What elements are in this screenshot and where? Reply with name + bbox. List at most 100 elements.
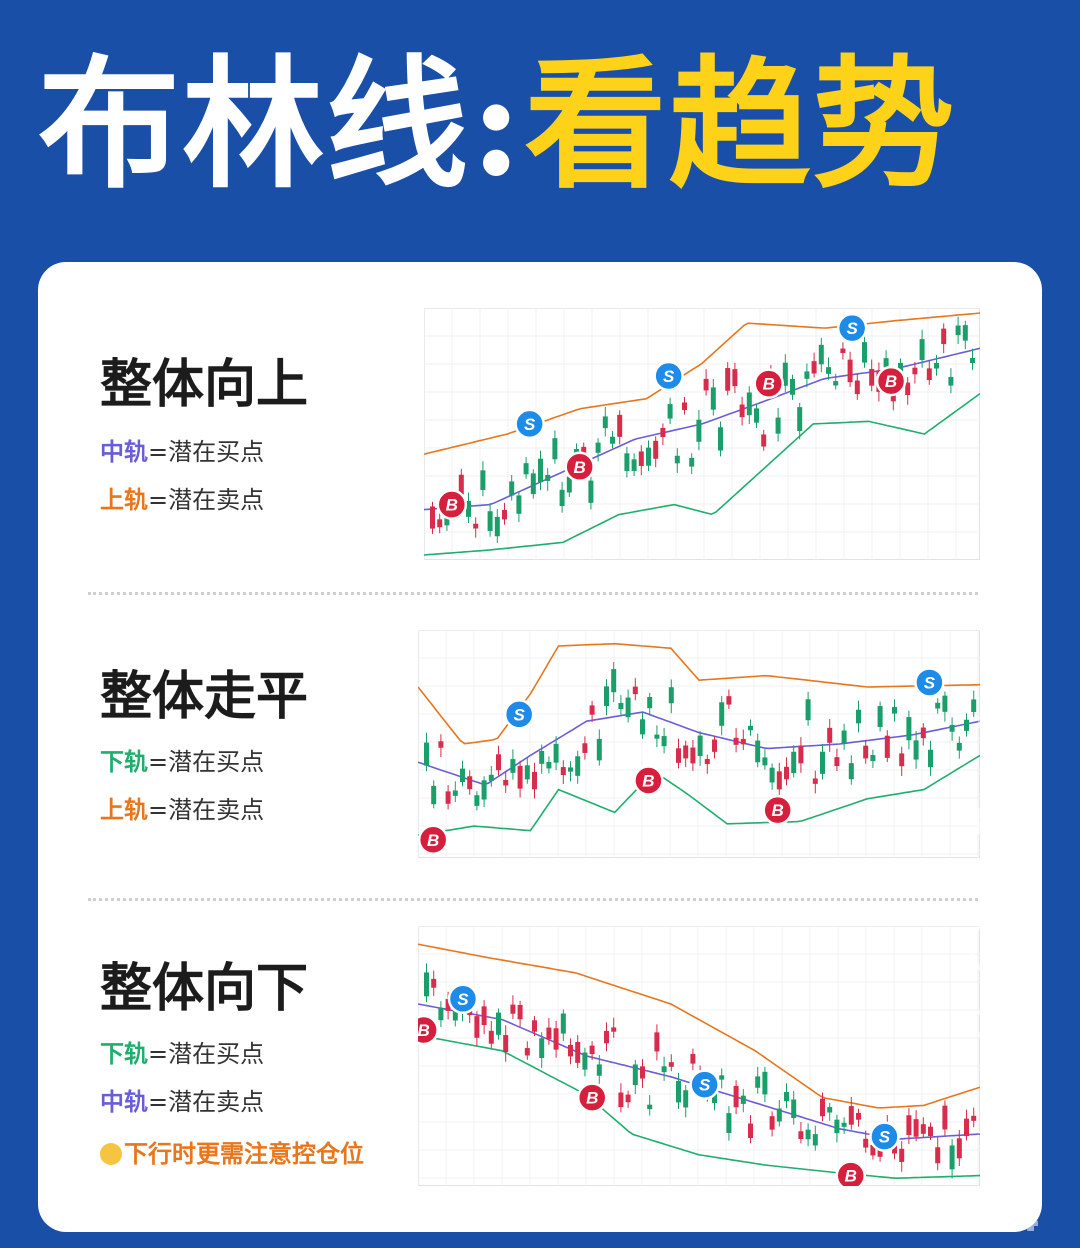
candle-body — [640, 719, 645, 735]
rule-key: 中轨 — [100, 438, 148, 466]
candle-body — [754, 408, 759, 423]
candle-body — [690, 1053, 696, 1064]
buy-marker-label: B — [574, 458, 586, 477]
candle-body — [869, 368, 875, 386]
buy-marker — [418, 1014, 439, 1046]
candle-body — [812, 778, 818, 784]
candle-body — [862, 342, 867, 363]
candle-body — [473, 523, 479, 529]
candle-body — [913, 1119, 919, 1137]
candle-body — [647, 696, 653, 709]
candle-body — [935, 702, 941, 709]
candle-body — [510, 1004, 516, 1014]
candle-body — [654, 734, 660, 739]
candle-body — [847, 359, 853, 383]
candle-body — [509, 481, 515, 496]
candle-body — [877, 706, 883, 728]
candle-body — [848, 1106, 854, 1125]
candle-body — [784, 1092, 789, 1102]
candle-body — [725, 368, 731, 391]
candle-body — [668, 1062, 674, 1067]
candle-body — [762, 1071, 768, 1095]
candle-body — [683, 1090, 689, 1108]
star-icon[interactable]: ☆ — [972, 1102, 1030, 1176]
candle-body — [833, 381, 839, 386]
candle-body — [460, 768, 465, 782]
candle-body — [689, 457, 695, 467]
candle-body — [920, 1124, 926, 1134]
candle-body — [474, 1016, 480, 1038]
candle-body — [625, 1094, 631, 1103]
candle-body — [661, 1066, 667, 1073]
buy-marker-label: B — [586, 1089, 598, 1108]
buy-marker-label: B — [427, 831, 439, 850]
comment-count: 17 — [973, 1002, 1027, 1046]
comment-icon[interactable]: ◯ — [966, 906, 1038, 980]
candle-body — [588, 480, 594, 503]
candle-body — [618, 1092, 624, 1108]
buy-marker-label: B — [642, 771, 654, 790]
candle-body — [596, 738, 602, 761]
candle-body — [553, 743, 559, 763]
candle-body — [610, 436, 615, 444]
heart-icon[interactable]: ♡ — [972, 698, 1030, 772]
candle-body — [805, 1129, 811, 1140]
thinking-face-icon — [100, 1143, 122, 1165]
rule-key: 中轨 — [100, 1088, 148, 1116]
candle-body — [811, 361, 817, 374]
rule-flat-1: 下轨=潜在买点 — [100, 742, 264, 777]
candle-body — [632, 1064, 638, 1086]
candle-body — [431, 978, 437, 988]
candle-body — [697, 735, 703, 757]
candle-body — [928, 749, 933, 768]
candle-body — [883, 358, 889, 368]
rule-flat-2: 上轨=潜在卖点 — [100, 790, 264, 825]
candle-body — [538, 458, 543, 483]
candle-body — [530, 473, 536, 495]
buy-marker — [576, 1082, 608, 1113]
candle-body — [625, 697, 631, 718]
buy-marker — [436, 489, 468, 520]
candle-body — [703, 378, 709, 391]
candle-body — [740, 1095, 746, 1104]
candle-body — [568, 1044, 573, 1057]
candle-body — [791, 751, 797, 774]
sell-marker — [914, 667, 945, 698]
chart-uptrend: B S B S B S B — [424, 308, 980, 560]
candle-body — [804, 371, 810, 379]
candle-body — [632, 686, 638, 695]
candle-body — [926, 368, 932, 381]
candle-body — [524, 1048, 530, 1056]
candle-body — [746, 392, 752, 416]
candle-body — [798, 1131, 804, 1140]
candle-body — [452, 790, 458, 796]
rule-up-1: 中轨=潜在买点 — [100, 432, 264, 467]
candle-body — [559, 489, 565, 506]
candle-body — [956, 742, 962, 751]
candle-body — [676, 1080, 681, 1103]
candle-body — [733, 1085, 739, 1108]
title-part-1: 布林线: — [38, 42, 525, 208]
candle-body — [496, 754, 501, 771]
candle-body — [733, 737, 739, 745]
rule-text: =潜在买点 — [148, 438, 265, 466]
candle-body — [964, 719, 969, 731]
candle-body — [863, 1138, 869, 1148]
rule-text: =潜在买点 — [148, 748, 265, 776]
candle-body — [424, 742, 429, 766]
rule-text: =潜在买点 — [148, 1040, 265, 1068]
candle-body — [539, 1038, 545, 1059]
candle-body — [971, 699, 977, 713]
candle-body — [913, 740, 919, 760]
buy-marker-label: B — [885, 372, 897, 391]
candle-body — [617, 414, 623, 437]
rule-text: =潜在卖点 — [148, 1088, 265, 1116]
sell-marker — [836, 312, 868, 344]
candle-body — [660, 427, 666, 437]
candle-body — [870, 1144, 876, 1156]
candle-body — [430, 506, 435, 529]
candle-body — [964, 1118, 969, 1137]
title-part-2: 看趋势 — [524, 42, 957, 208]
candle-body — [856, 709, 861, 724]
candle-body — [827, 1107, 833, 1113]
